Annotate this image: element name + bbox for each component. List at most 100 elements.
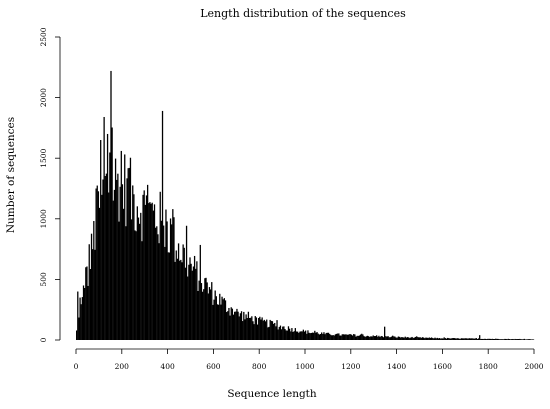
histogram-bar (324, 334, 326, 340)
histogram-bar (373, 336, 375, 340)
histogram-bar (338, 333, 340, 340)
histogram-bar (288, 328, 291, 340)
histogram-bar (165, 209, 167, 340)
histogram-bar (414, 336, 417, 340)
x-tick-label: 1600 (433, 362, 452, 371)
histogram-bar (290, 331, 292, 340)
histogram-bar (150, 203, 152, 340)
histogram-bar (100, 140, 102, 340)
histogram-bar (416, 336, 418, 340)
histogram-bar (98, 207, 101, 340)
histogram-bar (239, 313, 242, 340)
histogram-bar (395, 337, 397, 340)
histogram-bar (443, 337, 445, 340)
histogram-bar (316, 332, 318, 340)
histogram-bar (106, 133, 109, 340)
histogram-bar (215, 296, 217, 340)
histogram-bar (506, 339, 508, 340)
histogram-bar (335, 333, 338, 340)
histogram-bar (113, 189, 116, 340)
histogram-bar (266, 319, 268, 340)
histogram-bar (384, 326, 386, 340)
histogram-bar (275, 326, 277, 340)
histogram-bar (453, 338, 456, 340)
histogram-bar (375, 335, 378, 340)
histogram-bar (191, 270, 193, 340)
histogram-bar (412, 337, 414, 340)
histogram-bar (246, 317, 248, 340)
histogram-bar (346, 334, 348, 340)
histogram-bar (292, 331, 294, 340)
histogram-bar (323, 332, 325, 340)
histogram-bar (477, 338, 480, 340)
histogram-bar (527, 339, 529, 340)
histogram-bar (120, 150, 122, 340)
histogram-bar (301, 331, 303, 340)
histogram-bar (354, 334, 356, 340)
histogram-bar (255, 317, 258, 340)
histogram-bar (488, 338, 490, 340)
histogram-bar (522, 339, 524, 340)
histogram-bar (455, 338, 457, 340)
histogram-bar (491, 338, 493, 340)
histogram-bar (254, 316, 256, 340)
histogram-bar (96, 185, 98, 340)
histogram-bar (505, 338, 507, 340)
histogram-bar (460, 338, 463, 340)
histogram-bar (458, 338, 460, 340)
x-tick-label: 800 (252, 362, 267, 371)
histogram-bar (350, 334, 353, 340)
histogram-bar (105, 173, 108, 340)
histogram-bar (220, 304, 222, 340)
histogram-bar (329, 333, 331, 340)
histogram-bar (300, 331, 302, 340)
histogram-bar (366, 335, 369, 340)
histogram-bar (514, 338, 516, 340)
histogram-bar (309, 333, 311, 340)
histogram-bar (436, 337, 438, 340)
histogram-bar (513, 339, 515, 340)
histogram-bars (76, 70, 535, 341)
histogram-bar (90, 233, 93, 340)
histogram-bar (125, 226, 127, 340)
histogram-bar (492, 338, 495, 340)
histogram-bar (240, 311, 243, 340)
histogram-bar (493, 339, 496, 340)
histogram-bar (244, 319, 246, 340)
histogram-bar (308, 332, 310, 340)
histogram-bar (227, 311, 229, 340)
histogram-bar (322, 333, 324, 340)
histogram-bar (468, 338, 471, 340)
histogram-bar (356, 335, 358, 340)
histogram-bar (401, 337, 403, 340)
histogram-bar (242, 321, 244, 340)
histogram-bar (317, 333, 319, 340)
histogram-bar (293, 331, 295, 340)
histogram-bar (163, 225, 165, 340)
histogram-bar (377, 336, 379, 340)
y-tick-label: 0 (39, 337, 48, 342)
histogram-bar (294, 328, 296, 340)
histogram-bar (197, 290, 199, 340)
histogram-bar (280, 329, 283, 340)
histogram-bar (382, 337, 385, 340)
histogram-bar (89, 269, 92, 340)
histogram-bar (108, 192, 110, 340)
histogram-bar (480, 338, 482, 340)
histogram-bar (438, 338, 441, 340)
histogram-bar (525, 339, 528, 340)
histogram-bar (175, 250, 177, 340)
histogram-bar (286, 330, 288, 340)
histogram-bar (378, 335, 380, 340)
histogram-bar (243, 311, 245, 340)
histogram-bar (476, 339, 479, 340)
histogram-bar (206, 282, 208, 340)
histogram-bar (421, 337, 424, 340)
histogram-bar (235, 311, 237, 340)
y-tick-label: 500 (39, 272, 48, 287)
histogram-bar (523, 338, 525, 340)
histogram-bar (188, 264, 190, 340)
histogram-bar (226, 312, 228, 340)
histogram-bar (343, 334, 346, 340)
histogram-bar (101, 194, 103, 340)
